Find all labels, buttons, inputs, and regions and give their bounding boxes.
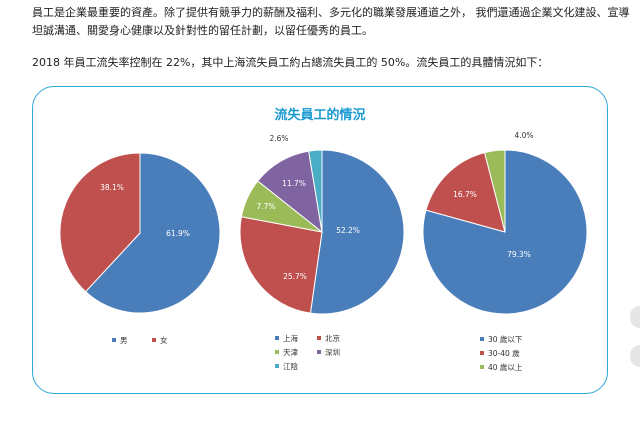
scroll-tab-1[interactable] xyxy=(630,306,640,328)
pie-3-legend-swatch-1 xyxy=(480,337,484,341)
scroll-tab-2[interactable] xyxy=(630,345,640,367)
pie-2-legend-swatch-4 xyxy=(317,350,321,354)
pie-2-value-label-2: 25.7% xyxy=(283,272,307,281)
pie-2-legend-label-3: 天津 xyxy=(283,348,298,357)
pie-2-value-label-1: 52.2% xyxy=(336,226,360,235)
turnover-paragraph: 2018 年員工流失率控制在 22%，其中上海流失員工約占總流失員工的 50%。… xyxy=(32,56,549,69)
pie-1-legend-swatch-2 xyxy=(152,338,156,342)
pie-2-legend-label-2: 北京 xyxy=(325,333,340,343)
pie-2-value-label-4: 11.7% xyxy=(282,179,306,188)
pie-3-legend-label-2: 30-40 歲 xyxy=(488,348,520,358)
pie-1-value-label-2: 38.1% xyxy=(100,183,124,192)
pie-1-legend-label-2: 女 xyxy=(160,335,168,345)
pie-1-legend-label-1: 男 xyxy=(120,336,128,345)
pie-1-slice-1 xyxy=(84,152,221,314)
pie-3-legend-swatch-2 xyxy=(480,351,484,355)
intro-paragraph: 員工是企業最重要的資產。除了提供有競爭力的薪酬及福利、多元化的職業發展通道之外，… xyxy=(32,6,630,37)
pie-2-legend-swatch-2 xyxy=(317,336,321,340)
pie-1-legend-swatch-1 xyxy=(112,338,116,342)
pie-2-legend-label-4: 深圳 xyxy=(325,347,340,357)
pie-2-legend-swatch-1 xyxy=(275,336,279,340)
pie-2-slice-1 xyxy=(309,149,405,315)
pie-3-legend-label-3: 40 歲以上 xyxy=(488,362,523,372)
pie-2-value-label-3: 7.7% xyxy=(256,202,275,211)
chart-panel xyxy=(32,86,608,394)
pie-2-legend-label-1: 上海 xyxy=(283,333,298,343)
pie-3-legend-label-1: 30 歲以下 xyxy=(488,334,523,344)
pie-3-slice-2 xyxy=(425,151,506,233)
pie-2-legend-label-5: 江陰 xyxy=(283,361,298,371)
pie-2-slice-5 xyxy=(308,149,323,233)
pie-2-value-label-5: 2.6% xyxy=(269,134,288,143)
pie-3-value-label-1: 79.3% xyxy=(507,250,531,259)
pie-1-slice-2 xyxy=(59,152,141,293)
pie-3-slice-3 xyxy=(484,149,506,233)
pie-3-value-label-3: 4.0% xyxy=(514,131,533,140)
pie-3-legend-swatch-3 xyxy=(480,365,484,369)
pie-3-value-label-2: 16.7% xyxy=(453,190,477,199)
panel-title: 流失員工的情況 xyxy=(274,108,366,123)
pie-2-legend-swatch-3 xyxy=(275,350,279,354)
pie-2-slice-2 xyxy=(239,216,323,314)
pie-3-slice-1 xyxy=(422,149,588,315)
pie-2-legend-swatch-5 xyxy=(275,364,279,368)
pie-1-value-label-1: 61.9% xyxy=(166,229,190,238)
